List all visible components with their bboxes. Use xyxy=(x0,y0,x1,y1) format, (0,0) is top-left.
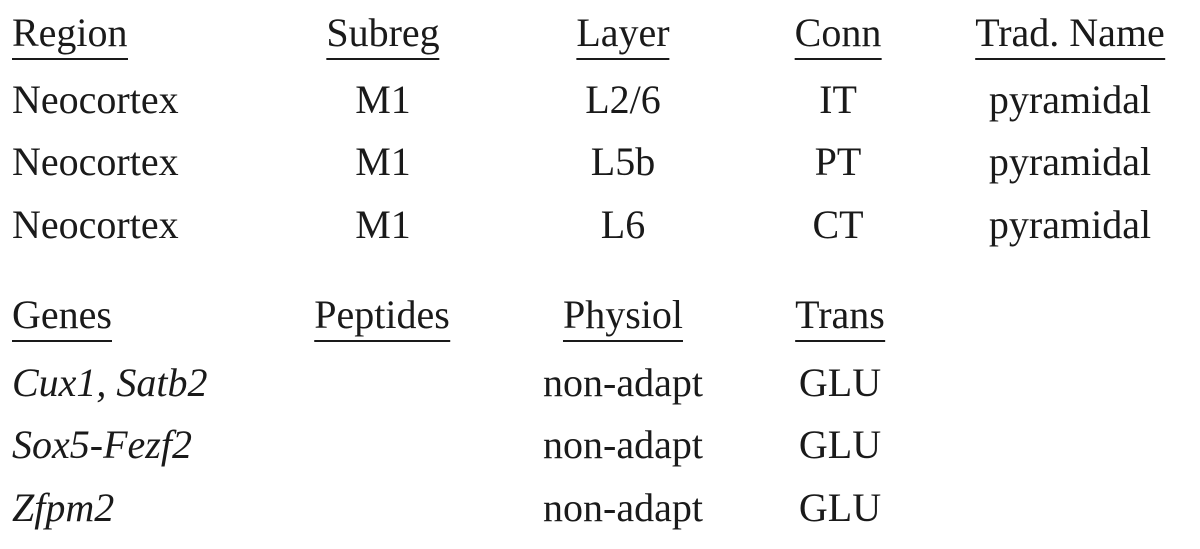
table-cell: Zfpm2 xyxy=(12,485,115,530)
column-header: Genes xyxy=(12,290,112,342)
column-header: Peptides xyxy=(314,290,450,342)
table-cell: L2/6 xyxy=(585,77,661,122)
table-cell: GLU xyxy=(798,360,882,405)
table-cell: IT xyxy=(819,77,857,122)
column-header: Layer xyxy=(576,8,670,60)
column-header: Trans xyxy=(795,290,885,342)
table-cell: CT xyxy=(812,202,864,247)
table-cell: non-adapt xyxy=(543,485,703,530)
column-header: Subreg xyxy=(326,8,440,60)
table-cell: Neocortex xyxy=(12,202,179,247)
table-cell: Neocortex xyxy=(12,77,179,122)
table-cell: pyramidal xyxy=(988,77,1152,122)
table-cell: pyramidal xyxy=(988,202,1152,247)
column-header: Conn xyxy=(794,8,882,60)
table-cell: M1 xyxy=(355,202,411,247)
table-cell: non-adapt xyxy=(543,360,703,405)
table-cell: GLU xyxy=(798,485,882,530)
table-cell: L6 xyxy=(600,202,646,247)
table-cell: Cux1, Satb2 xyxy=(12,360,208,405)
table-cell: Neocortex xyxy=(12,139,179,184)
table-cell: Sox5-Fezf2 xyxy=(12,422,192,467)
table-cell: GLU xyxy=(798,422,882,467)
column-header: Trad. Name xyxy=(975,8,1165,60)
table-cell: L5b xyxy=(590,139,656,184)
column-header: Physiol xyxy=(562,290,684,342)
table-cell: pyramidal xyxy=(988,139,1152,184)
table-cell: non-adapt xyxy=(543,422,703,467)
table-cell: PT xyxy=(814,139,862,184)
table-cell: M1 xyxy=(355,139,411,184)
table-cell: M1 xyxy=(355,77,411,122)
column-header: Region xyxy=(12,8,128,60)
